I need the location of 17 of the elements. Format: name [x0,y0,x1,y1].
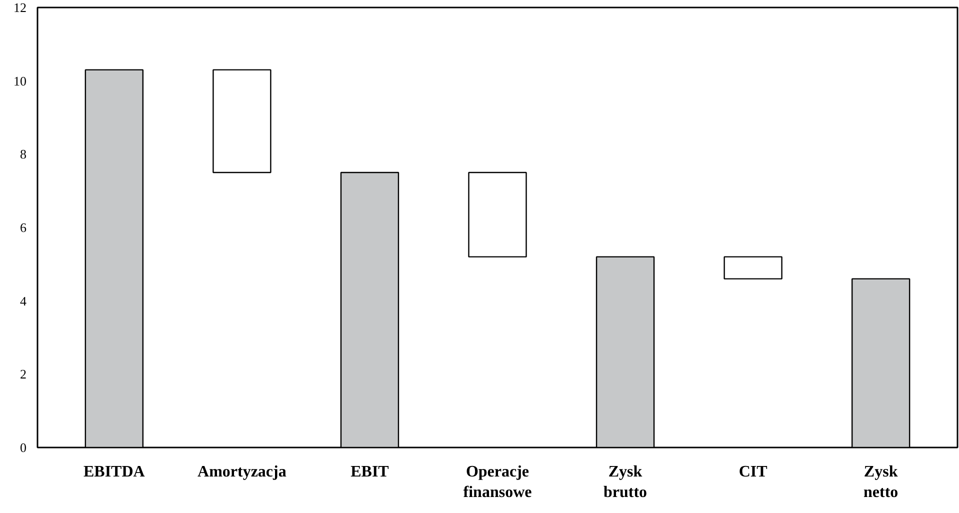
x-tick-label: Operacje finansowe [463,464,532,501]
x-tick-label: EBITDA [83,464,146,480]
y-tick-label: 0 [20,440,26,455]
x-tick-label: Zysk netto [864,464,898,501]
y-tick-label: 6 [20,220,27,235]
x-tick-label: CIT [738,464,768,480]
y-tick-label: 8 [20,146,26,162]
y-tick-label: 2 [20,366,26,382]
x-tick-label: Amortyzacja [198,464,286,480]
bar [212,69,272,174]
x-tick-label: Zysk brutto [604,464,648,501]
bar [724,256,782,280]
x-tick-label: EBIT [350,464,390,480]
y-tick-label: 12 [14,0,26,15]
y-tick-label: 10 [14,73,26,88]
bar [468,172,527,258]
y-tick-label: 4 [20,293,27,308]
